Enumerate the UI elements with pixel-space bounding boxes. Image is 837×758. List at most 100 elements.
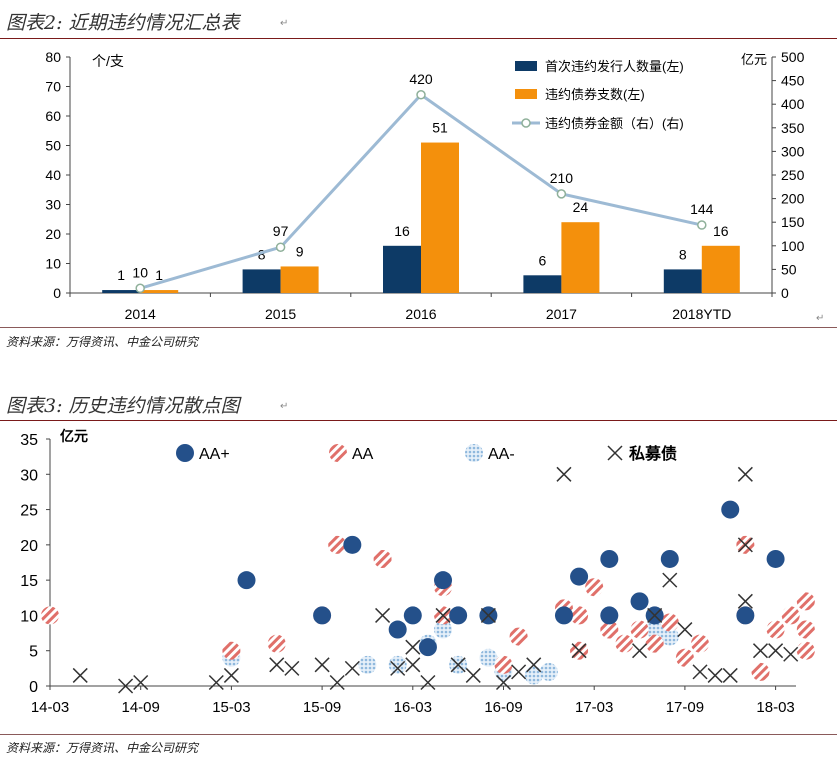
point-hatched-circle	[41, 606, 59, 625]
x-tick-label: 16-09	[484, 699, 522, 716]
point-hatched-circle	[328, 535, 347, 554]
point-x	[647, 607, 663, 623]
point-filled-circle	[736, 606, 755, 625]
point-x	[133, 674, 149, 691]
point-hatched-circle	[660, 613, 679, 632]
point-dotted-circle	[434, 620, 453, 639]
point-hatched-circle	[509, 627, 528, 646]
chart2-svg: 0 5 10 15 20 25 30 35 14-03 14-09 15-03 15-09 16-03 1…	[20, 428, 815, 716]
y-tick-label: 30	[20, 467, 38, 484]
y-tick-label-right: 400	[781, 96, 805, 112]
point-x	[390, 660, 406, 676]
data-label-issuers: 6	[539, 252, 547, 268]
legend-label-amount: 违约债券金额（右）(右)	[545, 116, 684, 131]
x-tick-label: 16-03	[394, 699, 432, 716]
x-tick-label: 14-09	[122, 699, 160, 716]
data-label-bonds: 51	[432, 120, 448, 136]
x-tick-label: 2016	[405, 306, 436, 322]
point-x	[737, 537, 753, 553]
chart2-source: 资料来源：万得资讯、中金公司研究	[6, 741, 199, 755]
point-x	[480, 607, 496, 623]
point-hatched-circle	[570, 606, 589, 625]
bar-bonds	[140, 290, 179, 293]
right-axis-unit: 亿元	[741, 52, 767, 67]
point-hatched-circle	[630, 620, 649, 639]
y-tick-label-right: 500	[781, 49, 805, 65]
chart2-bottom-rule	[0, 734, 837, 735]
data-label-amount: 144	[690, 201, 714, 217]
data-label-issuers: 16	[394, 223, 410, 239]
y-tick-label-left: 40	[45, 167, 61, 183]
paragraph-mark: ↵	[280, 401, 289, 412]
amount-point	[416, 90, 426, 100]
y-tick-label-right: 250	[781, 167, 805, 183]
point-x	[632, 643, 648, 659]
point-x	[526, 657, 542, 673]
x-tick-label: 14-03	[31, 699, 69, 716]
bar-issuers	[663, 269, 702, 293]
amount-point	[275, 242, 286, 252]
amount-point	[556, 189, 567, 199]
y-tick-label: 20	[20, 538, 38, 555]
y-tick-label-right: 0	[781, 285, 789, 301]
chart2-title: 图表3: 历史违约情况散点图	[6, 395, 240, 417]
x-tick-label: 18-03	[756, 699, 794, 716]
legend-marker-dotted-circle	[465, 444, 483, 462]
x-tick-label: 17-09	[666, 699, 704, 716]
legend-marker-x	[607, 445, 623, 461]
y-tick-label-left: 20	[45, 226, 61, 242]
y-tick-label-right: 200	[781, 191, 805, 207]
point-x	[465, 667, 481, 683]
bar-issuers	[242, 269, 281, 293]
chart1-svg: 0 10 20 30 40 50 60 70 80 0 50 100 150 200 250 300 350 40…	[45, 49, 805, 322]
point-x	[692, 664, 708, 680]
data-label-amount: 420	[409, 71, 433, 87]
bar-issuers	[102, 290, 141, 293]
y-tick-label-right: 450	[781, 73, 805, 89]
point-x	[495, 674, 512, 691]
point-x	[556, 466, 572, 482]
point-filled-circle	[766, 549, 785, 568]
y-tick-label: 35	[20, 432, 38, 449]
point-x	[511, 664, 527, 680]
data-label-bonds: 9	[296, 243, 304, 259]
point-filled-circle	[600, 606, 619, 625]
point-filled-circle	[600, 549, 619, 568]
bar-issuers	[383, 245, 421, 293]
point-filled-circle	[570, 567, 589, 586]
y-tick-label: 0	[29, 679, 38, 696]
point-x	[737, 593, 753, 609]
point-hatched-circle	[494, 655, 513, 674]
x-tick-label: 17-03	[575, 699, 613, 716]
point-hatched-circle	[222, 641, 241, 660]
data-label-bonds: 24	[573, 199, 589, 215]
point-hatched-circle	[645, 634, 664, 653]
legend-marker-filled-circle	[176, 444, 194, 462]
data-label-amount: 210	[550, 170, 574, 186]
point-x	[72, 667, 88, 683]
point-filled-circle	[343, 535, 362, 554]
point-hatched-circle	[615, 634, 634, 653]
point-filled-circle	[388, 620, 407, 639]
point-hatched-circle	[691, 634, 710, 653]
point-hatched-circle	[796, 620, 815, 639]
chart2-title-rule	[0, 420, 837, 421]
y-tick-label-left: 80	[45, 49, 61, 65]
y-tick-label-right: 350	[781, 120, 805, 136]
y-tick-label-left: 70	[45, 79, 61, 95]
legend-marker-hatched-circle	[329, 444, 347, 462]
y-tick-label-left: 10	[45, 256, 61, 272]
point-filled-circle	[434, 571, 453, 590]
point-x	[208, 674, 224, 691]
y-tick-label-right: 150	[781, 214, 805, 230]
point-filled-circle	[630, 592, 649, 611]
point-filled-circle	[721, 500, 740, 519]
data-label-bonds: 16	[713, 223, 729, 239]
point-x	[118, 678, 134, 694]
bar-issuers	[523, 275, 562, 293]
point-filled-circle	[554, 606, 573, 625]
y-tick-label-right: 50	[781, 261, 797, 277]
point-hatched-circle	[585, 578, 604, 597]
x-tick-label: 2015	[265, 306, 296, 322]
point-hatched-circle	[796, 592, 815, 611]
